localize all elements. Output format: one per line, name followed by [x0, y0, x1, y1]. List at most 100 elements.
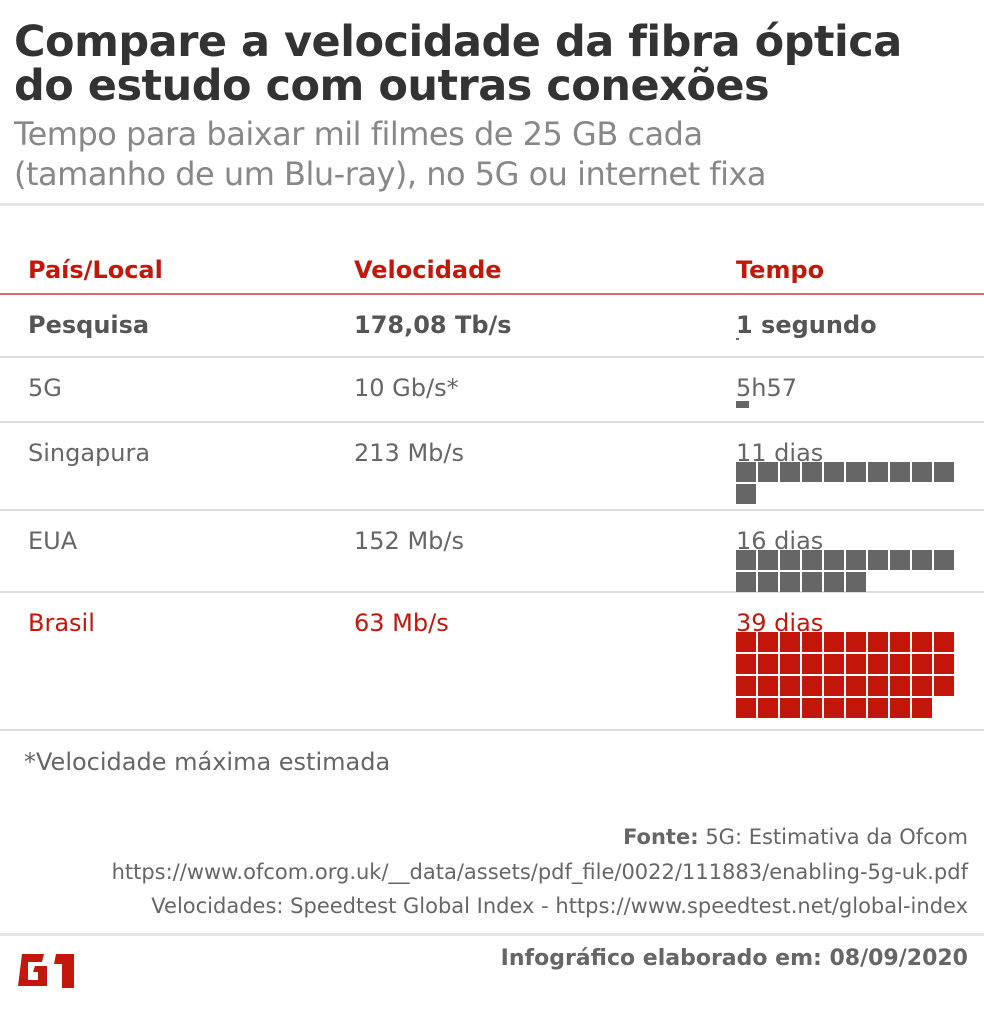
cell-place: Brasil — [28, 609, 95, 637]
day-square — [758, 676, 778, 696]
day-square — [912, 462, 932, 482]
cell-speed: 63 Mb/s — [354, 609, 449, 637]
day-square — [890, 550, 910, 570]
day-square — [780, 698, 800, 718]
day-square — [824, 572, 844, 592]
day-square — [934, 550, 954, 570]
day-square — [758, 632, 778, 652]
subtitle-line: (tamanho de um Blu-ray), no 5G ou intern… — [14, 155, 767, 193]
day-square — [780, 572, 800, 592]
day-square — [824, 632, 844, 652]
day-square — [868, 676, 888, 696]
day-square — [912, 550, 932, 570]
day-square — [868, 632, 888, 652]
day-square — [802, 698, 822, 718]
day-square — [846, 572, 866, 592]
day-square — [868, 654, 888, 674]
day-square — [736, 676, 756, 696]
day-square — [802, 676, 822, 696]
source-label: Fonte: — [623, 825, 699, 849]
day-square — [846, 698, 866, 718]
day-square — [890, 676, 910, 696]
day-square — [890, 698, 910, 718]
header-speed: Velocidade — [354, 256, 502, 284]
day-square — [912, 676, 932, 696]
day-square — [868, 550, 888, 570]
day-square — [846, 550, 866, 570]
day-square — [802, 572, 822, 592]
day-square — [736, 572, 756, 592]
cell-place: Pesquisa — [28, 311, 150, 339]
day-square — [846, 676, 866, 696]
day-square — [934, 462, 954, 482]
cell-speed: 152 Mb/s — [354, 527, 464, 555]
day-square — [802, 632, 822, 652]
day-square — [824, 676, 844, 696]
day-square — [868, 698, 888, 718]
day-square — [890, 654, 910, 674]
day-square — [890, 632, 910, 652]
table-row: Pesquisa 178,08 Tb/s 1 segundo — [0, 295, 984, 358]
cell-speed: 178,08 Tb/s — [354, 311, 512, 339]
cell-time: 1 segundo — [736, 311, 877, 339]
source-line-1: Fonte: 5G: Estimativa da Ofcom — [623, 820, 968, 855]
day-square — [824, 550, 844, 570]
day-square — [758, 550, 778, 570]
day-square — [736, 698, 756, 718]
day-square — [824, 462, 844, 482]
cell-time: 5h57 — [736, 374, 798, 402]
day-square — [758, 572, 778, 592]
day-square — [802, 550, 822, 570]
subtitle-line: Tempo para baixar mil filmes de 25 GB ca… — [14, 115, 703, 153]
day-square — [802, 654, 822, 674]
header-time: Tempo — [736, 256, 825, 284]
day-square — [824, 698, 844, 718]
day-square — [846, 462, 866, 482]
day-square — [912, 632, 932, 652]
day-square — [934, 632, 954, 652]
day-square — [758, 462, 778, 482]
cell-speed: 213 Mb/s — [354, 439, 464, 467]
day-square — [736, 654, 756, 674]
cell-place: 5G — [28, 374, 62, 402]
day-square — [736, 550, 756, 570]
day-square — [868, 462, 888, 482]
partial-day-square — [736, 401, 749, 408]
day-square — [846, 632, 866, 652]
footnote: *Velocidade máxima estimada — [24, 748, 391, 776]
day-square — [736, 462, 756, 482]
day-square — [824, 654, 844, 674]
source-text: 5G: Estimativa da Ofcom — [705, 825, 968, 849]
source-line-3: Velocidades: Speedtest Global Index - ht… — [151, 894, 968, 918]
day-square — [736, 632, 756, 652]
cell-speed: 10 Gb/s* — [354, 374, 459, 402]
header-place: País/Local — [28, 256, 163, 284]
day-square — [780, 550, 800, 570]
day-square — [780, 654, 800, 674]
day-square — [780, 462, 800, 482]
cell-place: EUA — [28, 527, 78, 555]
day-square — [802, 462, 822, 482]
day-square — [912, 654, 932, 674]
title-line: do estudo com outras conexões — [14, 61, 770, 111]
cell-place: Singapura — [28, 439, 151, 467]
day-square — [934, 676, 954, 696]
day-square — [780, 676, 800, 696]
title: Compare a velocidade da fibra óptica do e… — [14, 20, 902, 108]
source-line-2: https://www.ofcom.org.uk/__data/assets/p… — [111, 860, 968, 884]
g1-logo — [18, 954, 74, 988]
divider — [0, 203, 984, 206]
day-square — [736, 484, 756, 504]
title-line: Compare a velocidade da fibra óptica — [14, 17, 902, 67]
day-square — [934, 654, 954, 674]
subtitle: Tempo para baixar mil filmes de 25 GB ca… — [14, 114, 767, 194]
day-square — [846, 654, 866, 674]
day-square — [758, 698, 778, 718]
header-divider — [0, 293, 984, 295]
partial-day-square — [736, 338, 739, 340]
table-row: 5G 10 Gb/s* 5h57 — [0, 358, 984, 423]
day-square — [890, 462, 910, 482]
day-square — [758, 654, 778, 674]
date-label: Infográfico elaborado em: 08/09/2020 — [500, 946, 968, 971]
day-square — [780, 632, 800, 652]
